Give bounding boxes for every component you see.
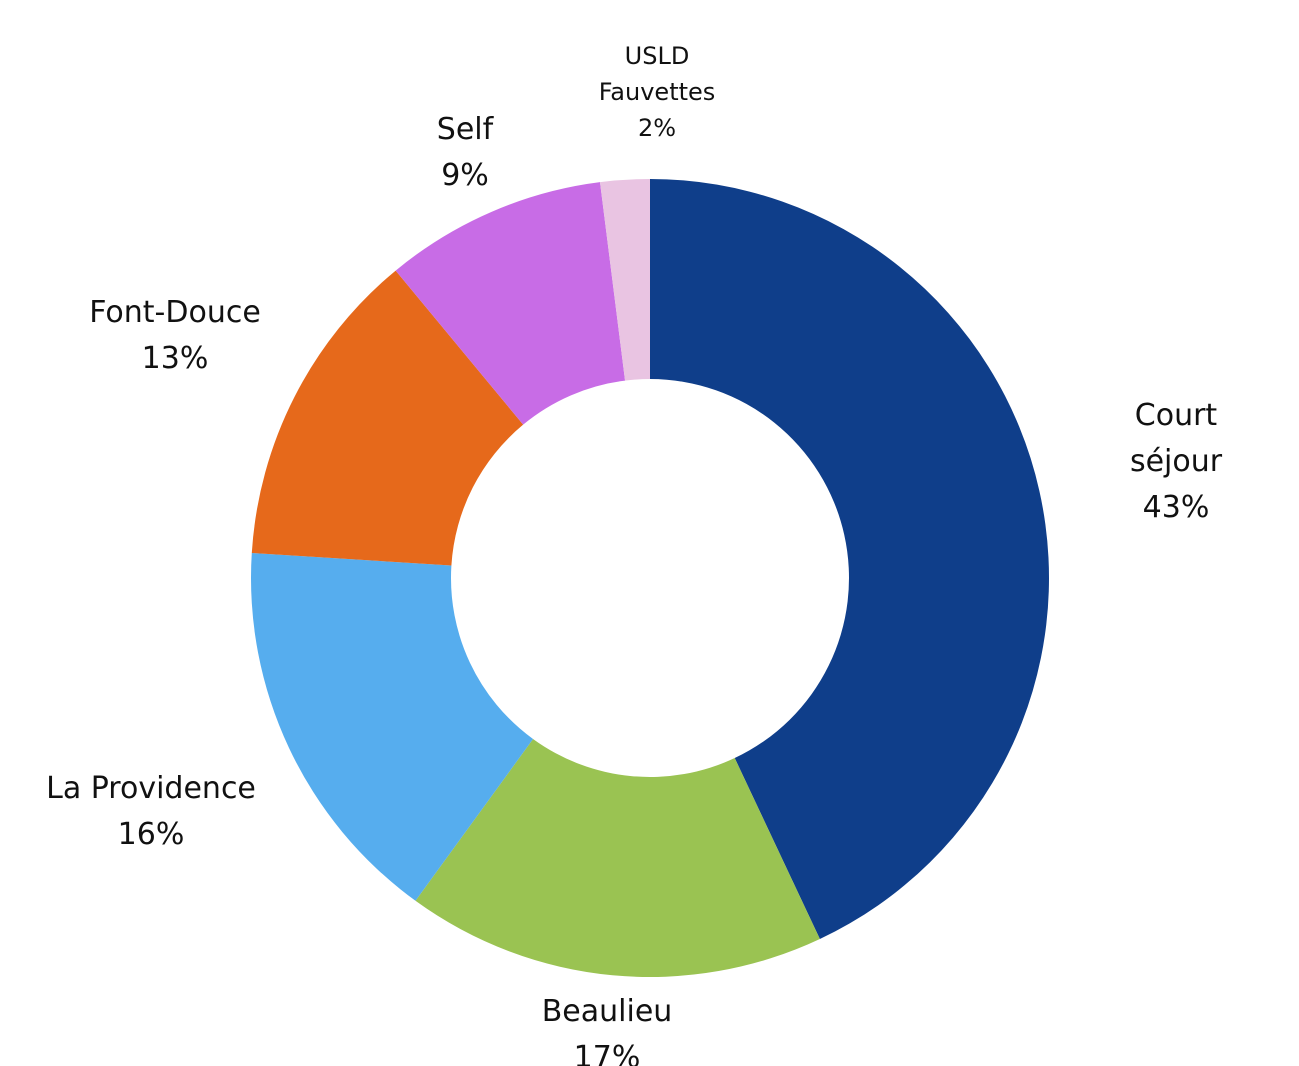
donut-slice [395, 182, 626, 425]
value-label: 16% [117, 817, 185, 852]
data-label: USLD Fauvettes 2% [572, 38, 742, 146]
category-label: La Providence [46, 771, 256, 806]
category-label: USLD Fauvettes [598, 42, 716, 106]
category-label: Beaulieu [541, 994, 673, 1029]
donut-slice [251, 270, 524, 566]
category-label: Self [436, 112, 494, 147]
data-label: La Providence 16% [46, 766, 256, 858]
value-label: 43% [1142, 490, 1210, 525]
data-label: Self 9% [437, 107, 493, 199]
value-label: 2% [637, 114, 677, 142]
value-label: 13% [141, 341, 209, 376]
category-label: Font-Douce [89, 295, 261, 330]
data-label: Font-Douce 13% [89, 290, 261, 382]
donut-slice [251, 552, 534, 901]
donut-slice [599, 179, 650, 381]
donut-slice [415, 738, 820, 977]
value-label: 17% [573, 1040, 641, 1066]
data-label: Court séjour 43% [1115, 393, 1238, 531]
category-label: Court séjour [1129, 398, 1223, 479]
data-label: Beaulieu 17% [542, 989, 673, 1066]
value-label: 9% [441, 158, 489, 193]
donut-slice [650, 179, 1049, 940]
